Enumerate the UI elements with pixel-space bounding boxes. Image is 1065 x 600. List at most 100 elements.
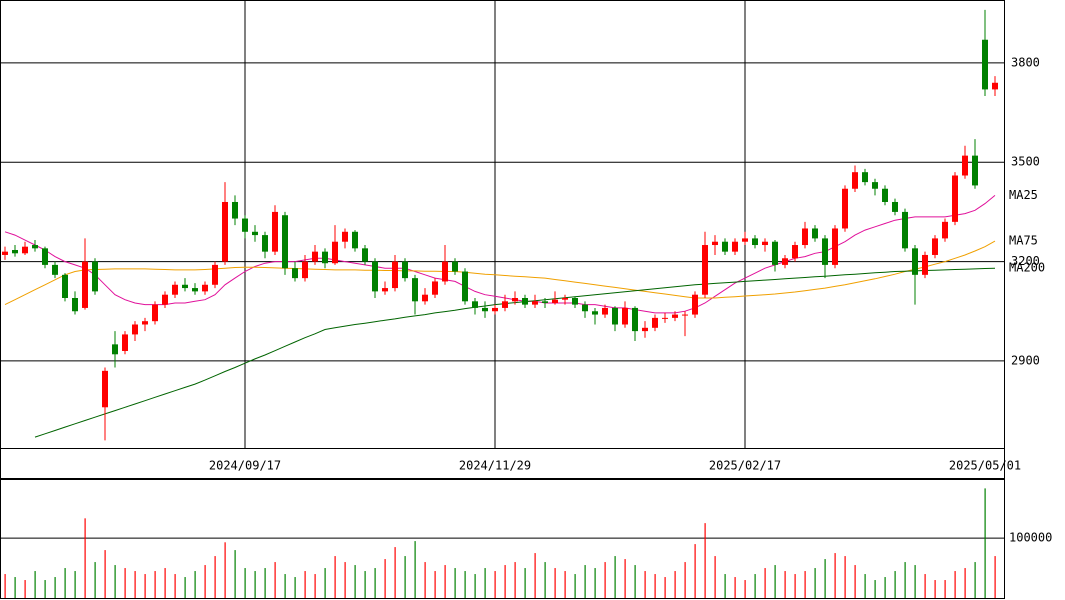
candle-body [392,261,398,289]
volume-bar [924,574,926,598]
volume-bar [564,571,566,598]
candle-body [132,324,138,335]
volume-bar [974,562,976,598]
candle-body [852,172,858,189]
candle-body [632,307,638,332]
candle-body [532,301,538,305]
volume-bar [344,562,346,598]
candle-body [572,298,578,305]
candle-body [332,241,338,264]
volume-bar [704,523,706,598]
candle-body [712,241,718,246]
volume-bar [894,571,896,598]
volume-bar [174,574,176,598]
volume-bar [244,568,246,598]
volume-panel-frame [0,479,1005,599]
volume-bar [314,574,316,598]
candle-body [912,248,918,275]
volume-bar [644,571,646,598]
candle-body [892,201,898,212]
volume-bar [604,562,606,598]
candle-body [772,241,778,265]
volume-bar [134,571,136,598]
volume-bar [254,571,256,598]
volume-bar [424,562,426,598]
volume-bar [954,571,956,598]
volume-bar [94,562,96,598]
candle-body [842,188,848,229]
candle-body [242,218,248,232]
candle-body [812,228,818,239]
candle-body [112,344,118,355]
volume-bar [684,562,686,598]
candle-body [972,155,978,186]
volume-bar [24,580,26,598]
candle-body [352,231,358,249]
candle-body [322,251,328,264]
candle-body [732,241,738,252]
candle-body [472,301,478,308]
candle-body [182,284,188,289]
x-tick-label: 2024/09/17 [209,459,281,473]
candle-body [502,301,508,308]
candle-body [442,261,448,282]
candle-body [512,298,518,302]
candle-body [222,201,228,262]
volume-bar [814,568,816,598]
volume-bar [834,553,836,598]
volume-bar [574,574,576,598]
candle-body [42,248,48,265]
candle-body [402,261,408,279]
volume-bar [204,565,206,598]
candle-body [992,82,998,90]
candle-body [462,271,468,302]
candle-body [52,264,58,275]
volume-bar [734,577,736,598]
candle-body [662,317,668,319]
candle-body [232,201,238,219]
candle-body [252,231,258,236]
volume-bar [114,565,116,598]
volume-bar [874,580,876,598]
candle-body [412,278,418,302]
volume-bar [454,568,456,598]
candle-body [942,221,948,239]
candle-body [682,314,688,316]
candle-body [302,261,308,279]
ma-label: MA75 [1009,234,1038,248]
price-panel-frame [0,0,1005,449]
candle-body [102,370,108,408]
volume-bar [544,562,546,598]
volume-bar [994,556,996,598]
candle-body [192,288,198,292]
volume-bar [464,571,466,598]
candle-body [672,314,678,318]
volume-bar [364,571,366,598]
volume-bar [394,547,396,598]
candle-body [272,211,278,252]
candle-body [422,294,428,302]
volume-bar [824,559,826,598]
candle-body [212,264,218,285]
candle-body [372,261,378,292]
candle-body [622,307,628,325]
candle-body [562,298,568,300]
candle-body [552,299,558,303]
volume-bar [274,562,276,598]
volume-bar [724,574,726,598]
candle-body [792,245,798,259]
candle-body [862,172,868,183]
candle-body [492,307,498,312]
candle-body [932,238,938,255]
volume-bar [694,544,696,598]
volume-bar [514,562,516,598]
volume-bar [674,571,676,598]
volume-bar [284,574,286,598]
volume-bar [714,556,716,598]
candle-body [72,298,78,312]
volume-bar [474,574,476,598]
y-tick-label: 3500 [1011,155,1040,169]
volume-bar [864,574,866,598]
candle-body [692,294,698,315]
volume-bar [384,559,386,598]
